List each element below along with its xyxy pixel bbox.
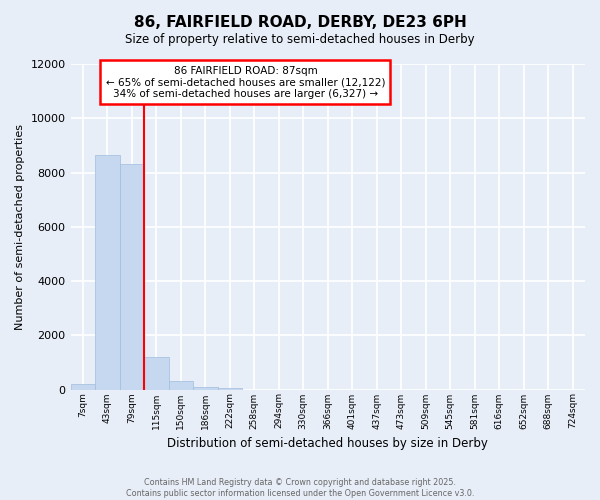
Text: 86, FAIRFIELD ROAD, DERBY, DE23 6PH: 86, FAIRFIELD ROAD, DERBY, DE23 6PH: [134, 15, 466, 30]
Bar: [119, 164, 144, 390]
Y-axis label: Number of semi-detached properties: Number of semi-detached properties: [15, 124, 25, 330]
Bar: [193, 388, 218, 390]
Bar: [218, 388, 242, 390]
Bar: [95, 155, 119, 390]
Bar: [144, 357, 169, 390]
X-axis label: Distribution of semi-detached houses by size in Derby: Distribution of semi-detached houses by …: [167, 437, 488, 450]
Text: 86 FAIRFIELD ROAD: 87sqm
← 65% of semi-detached houses are smaller (12,122)
34% : 86 FAIRFIELD ROAD: 87sqm ← 65% of semi-d…: [106, 66, 385, 99]
Text: Contains HM Land Registry data © Crown copyright and database right 2025.
Contai: Contains HM Land Registry data © Crown c…: [126, 478, 474, 498]
Bar: [169, 381, 193, 390]
Text: Size of property relative to semi-detached houses in Derby: Size of property relative to semi-detach…: [125, 32, 475, 46]
Bar: [71, 384, 95, 390]
